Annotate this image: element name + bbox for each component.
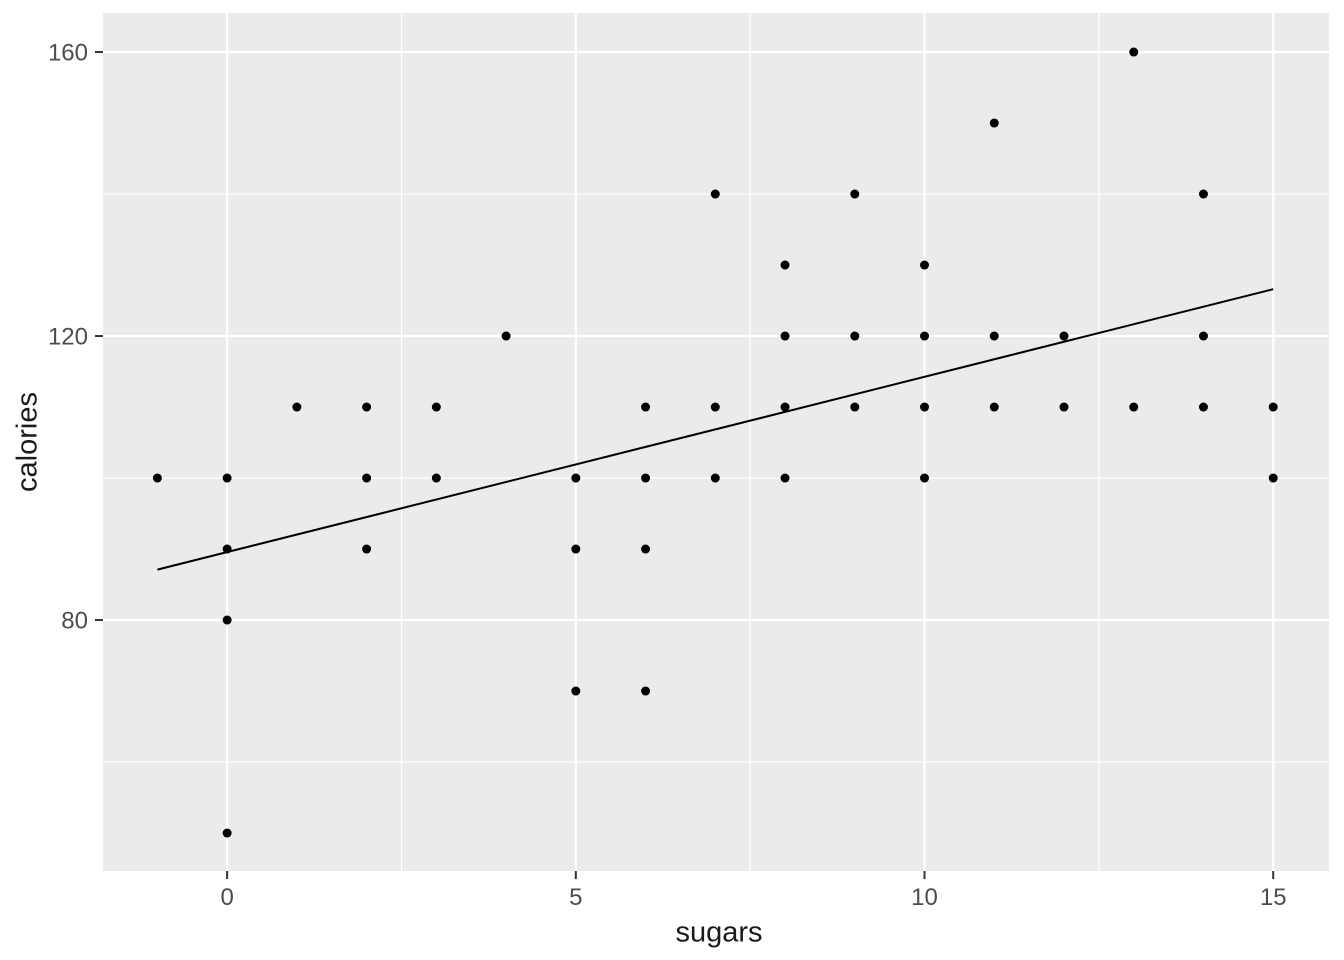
data-point	[1198, 402, 1208, 412]
x-axis-title: sugars	[675, 916, 763, 949]
data-point	[431, 402, 441, 412]
x-tick-label: 10	[911, 884, 938, 911]
data-point	[1129, 47, 1139, 57]
data-point	[222, 473, 232, 483]
data-point	[850, 402, 860, 412]
data-point	[710, 189, 720, 199]
data-point	[571, 473, 581, 483]
y-tick-label: 80	[61, 608, 88, 635]
data-point	[1268, 473, 1278, 483]
data-point	[641, 544, 651, 554]
data-point	[780, 473, 790, 483]
y-tick-label: 120	[48, 324, 88, 351]
data-point	[431, 473, 441, 483]
data-point	[292, 402, 302, 412]
data-point	[989, 402, 999, 412]
data-point	[222, 544, 232, 554]
trend-line	[157, 288, 1274, 571]
data-point	[920, 331, 930, 341]
data-point	[222, 615, 232, 625]
data-point	[710, 473, 720, 483]
data-point	[989, 331, 999, 341]
data-point	[362, 402, 372, 412]
data-point	[780, 260, 790, 270]
data-point	[222, 828, 232, 838]
data-point	[571, 544, 581, 554]
data-point	[780, 402, 790, 412]
data-point	[362, 544, 372, 554]
data-point	[641, 473, 651, 483]
data-point	[1198, 331, 1208, 341]
data-point	[641, 686, 651, 696]
data-point	[362, 473, 372, 483]
x-tick-label: 15	[1260, 884, 1287, 911]
y-axis-title: calories	[11, 392, 44, 492]
data-point	[1268, 402, 1278, 412]
data-point	[710, 402, 720, 412]
data-point	[780, 331, 790, 341]
x-tick-label: 5	[569, 884, 582, 911]
data-point	[1059, 331, 1069, 341]
data-point	[850, 331, 860, 341]
data-point	[501, 331, 511, 341]
y-tick-label: 160	[48, 40, 88, 67]
plot-panel	[103, 13, 1329, 871]
data-point	[571, 686, 581, 696]
data-point	[920, 260, 930, 270]
data-point	[1198, 189, 1208, 199]
data-point	[850, 189, 860, 199]
data-point	[989, 118, 999, 128]
data-point	[1129, 402, 1139, 412]
data-point	[152, 473, 162, 483]
data-point	[920, 473, 930, 483]
x-tick-label: 0	[220, 884, 233, 911]
data-point	[920, 402, 930, 412]
data-point	[1059, 402, 1069, 412]
data-point	[641, 402, 651, 412]
